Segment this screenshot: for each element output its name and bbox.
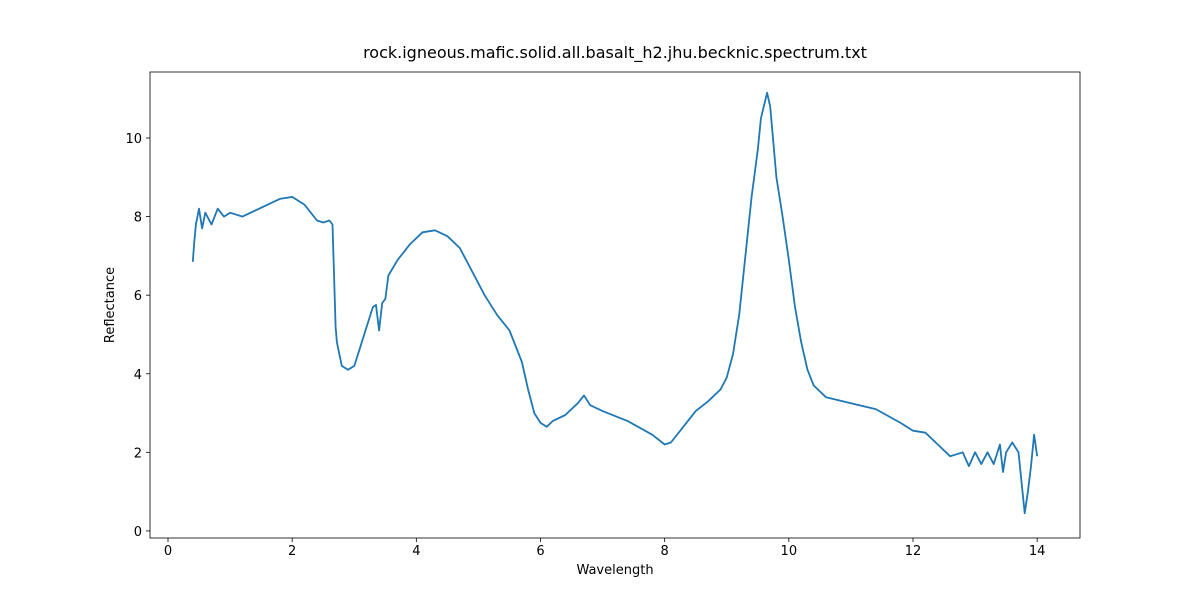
- x-tick-label: 6: [536, 544, 544, 559]
- x-tick-label: 0: [164, 544, 172, 559]
- x-tick-label: 14: [1029, 544, 1046, 559]
- y-axis-label: Reflectance: [103, 267, 118, 343]
- x-tick-label: 4: [412, 544, 420, 559]
- plot-frame: [149, 71, 1081, 539]
- y-tick-label: 4: [134, 368, 142, 383]
- x-tick-label: 8: [661, 544, 669, 559]
- x-axis-label: Wavelength: [576, 563, 653, 578]
- y-tick-label: 10: [125, 132, 142, 147]
- y-tick-label: 2: [134, 446, 142, 461]
- y-tick-label: 6: [134, 289, 142, 304]
- y-tick-label: 0: [134, 525, 142, 540]
- x-tick-label: 2: [288, 544, 296, 559]
- x-tick-label: 10: [781, 544, 798, 559]
- x-tick-label: 12: [905, 544, 922, 559]
- y-tick-label: 8: [134, 211, 142, 226]
- line-series: [191, 91, 1039, 515]
- chart-title: rock.igneous.mafic.solid.all.basalt_h2.j…: [363, 43, 867, 63]
